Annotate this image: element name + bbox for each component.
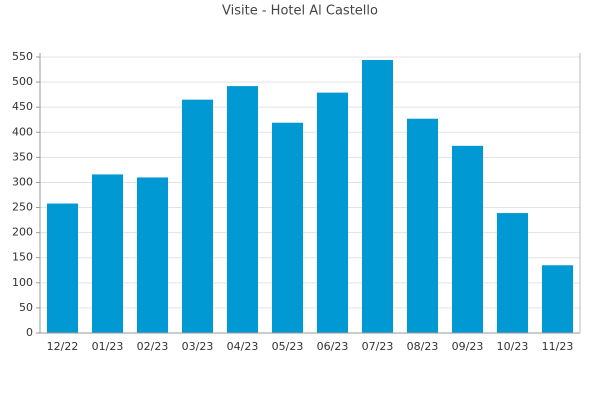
x-tick-label: 02/23 [137,340,169,353]
chart-title: Visite - Hotel Al Castello [222,4,378,19]
bar [271,122,304,333]
y-tick-label: 400 [12,125,33,138]
y-tick-label: 50 [19,301,33,314]
bar [451,145,484,333]
y-tick-label: 550 [12,50,33,63]
x-tick-label: 10/23 [497,340,529,353]
bar [226,86,259,333]
y-tick-label: 200 [12,226,33,239]
bar [361,60,394,333]
bar [136,177,169,333]
bar [496,213,529,333]
bar [541,265,574,333]
x-tick-label: 07/23 [362,340,394,353]
bar [406,118,439,333]
x-tick-label: 11/23 [542,340,574,353]
y-tick-label: 500 [12,75,33,88]
y-tick-label: 350 [12,150,33,163]
x-tick-label: 08/23 [407,340,439,353]
x-tick-label: 05/23 [272,340,304,353]
x-tick-label: 04/23 [227,340,259,353]
bar [91,174,124,333]
y-tick-label: 100 [12,276,33,289]
y-tick-label: 300 [12,175,33,188]
y-tick-label: 150 [12,251,33,264]
x-tick-label: 09/23 [452,340,484,353]
x-tick-label: 12/22 [47,340,79,353]
x-tick-label: 03/23 [182,340,214,353]
y-tick-label: 450 [12,100,33,113]
bar [316,92,349,333]
bar [46,203,79,333]
y-tick-label: 0 [26,326,33,339]
x-tick-label: 06/23 [317,340,349,353]
y-tick-label: 250 [12,201,33,214]
x-tick-label: 01/23 [92,340,124,353]
bar [181,99,214,334]
